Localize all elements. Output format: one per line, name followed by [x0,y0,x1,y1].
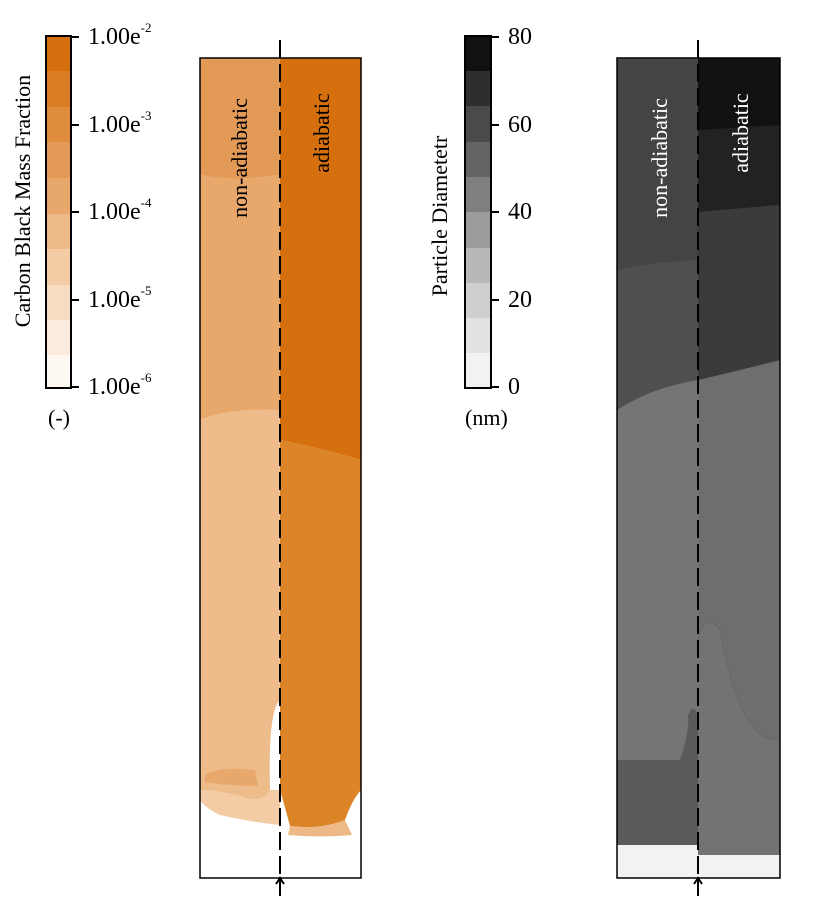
carbon-band-9 [46,71,71,107]
diameter-contour [617,845,698,878]
carbon-colorbar [45,35,79,389]
carbon-band-4 [46,249,71,285]
carbon-contour [200,58,280,179]
diameter-contour [698,360,780,741]
carbon-contour [280,440,361,828]
diameter-colorbar-title: Particle Diametetr [427,135,452,297]
diameter-tick-label: 0 [508,374,520,400]
carbon-contour [200,790,280,825]
diameter-contour [617,708,698,860]
carbon-tick-label: 1.00e-6 [88,370,152,400]
carbon-band-5 [46,214,71,249]
carbon-band-1 [46,355,71,388]
diameter-band-1 [465,353,491,388]
diameter-contour [617,60,698,270]
diameter-band-3 [465,283,491,318]
diameter-band-6 [465,177,491,212]
carbon-non-adiabatic-label: non-adiabatic [227,98,252,218]
diameter-band-10 [465,36,491,71]
diameter-tick-label: 40 [508,199,532,225]
carbon-tick-label: 1.00e-2 [88,20,152,50]
carbon-adiabatic-field [280,58,361,837]
carbon-band-6 [46,178,71,214]
carbon-contour [200,409,280,800]
diameter-contour [698,622,780,860]
carbon-band-8 [46,107,71,142]
diameter-field-panel [616,40,781,896]
diameter-adiabatic-label: adiabatic [728,93,753,173]
diameter-tick-label: 80 [508,24,532,50]
carbon-colorbar-title: Carbon Black Mass Fraction [10,74,35,328]
carbon-tick-label: 1.00e-4 [88,195,152,225]
carbon-contour [200,175,280,420]
diameter-contour [617,380,698,760]
diameter-band-4 [465,248,491,283]
carbon-adiabatic-label: adiabatic [309,93,334,173]
diameter-inlet-arrow [693,876,703,896]
carbon-field-panel [199,40,362,896]
diameter-tick-label: 60 [508,112,532,138]
carbon-inlet-arrow [275,876,285,896]
carbon-band-10 [46,36,71,71]
diameter-adiabatic-field [698,58,780,878]
carbon-band-7 [46,142,71,178]
carbon-contour [280,58,361,460]
diameter-band-8 [465,106,491,142]
diameter-tick-label: 20 [508,287,532,313]
carbon-contour [205,768,258,786]
diameter-colorbar [464,35,499,389]
carbon-tick-label: 1.00e-3 [88,108,152,138]
diameter-band-9 [465,71,491,106]
diameter-band-5 [465,212,491,248]
carbon-band-3 [46,285,71,320]
diameter-contour [698,200,780,380]
carbon-band-2 [46,320,71,355]
diameter-band-7 [465,142,491,177]
carbon-non-adiabatic-field [200,58,280,825]
diameter-contour [698,125,780,212]
diameter-colorbar-unit: (nm) [465,405,508,430]
carbon-tick-label: 1.00e-5 [88,283,152,313]
diameter-non-adiabatic-label: non-adiabatic [647,98,672,218]
carbon-colorbar-unit: (-) [48,405,70,430]
carbon-contour [288,820,352,837]
diameter-contour [698,855,780,878]
diameter-band-2 [465,318,491,353]
diameter-non-adiabatic-field [617,58,698,878]
